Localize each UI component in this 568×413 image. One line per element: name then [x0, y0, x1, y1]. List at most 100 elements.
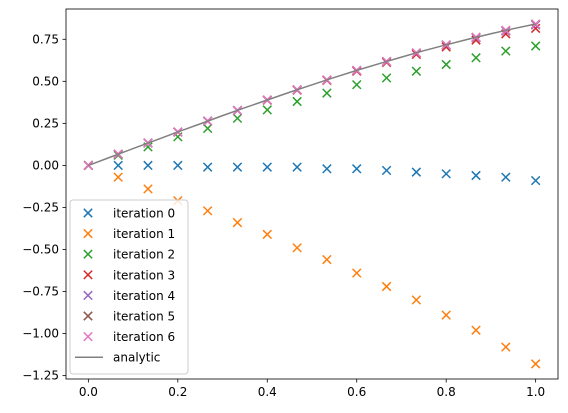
y-tick-label: −0.50 [22, 243, 59, 257]
marker-stroke [530, 23, 541, 34]
legend-item: iteration 2 [83, 248, 175, 262]
legend-box [69, 199, 189, 375]
scatter-point [292, 243, 302, 253]
legend-label: iteration 4 [113, 289, 175, 303]
series-iteration-2 [83, 41, 541, 171]
marker-stroke [501, 29, 511, 39]
marker-stroke [322, 254, 332, 265]
x-tick-label: 0.2 [168, 385, 187, 399]
marker-stroke [530, 41, 541, 51]
scatter-point [530, 23, 541, 34]
marker-stroke [262, 229, 273, 240]
analytic-line [88, 23, 536, 167]
legend-item: iteration 1 [83, 227, 175, 241]
scatter-point [501, 342, 511, 352]
series-iteration-5 [83, 19, 541, 171]
legend-marker [83, 331, 93, 342]
marker-stroke [322, 88, 332, 98]
marker-stroke [471, 325, 481, 335]
scatter-point [441, 169, 451, 179]
x-tick-label: 0.4 [258, 385, 277, 399]
scatter-point [530, 41, 541, 51]
y-tick-label: 0.75 [32, 32, 59, 46]
marker-stroke [173, 160, 183, 171]
marker-stroke [530, 175, 541, 186]
scatter-point [232, 217, 243, 228]
y-tick-label: 0.50 [32, 74, 59, 88]
marker-stroke [441, 310, 451, 320]
scatter-point [322, 88, 332, 98]
series-iteration-6 [83, 19, 541, 171]
marker-stroke [471, 53, 481, 63]
axis-layer: 0.0 0.2 0.4 0.6 0.8 1.0 0.75 0.50 0.25 0.00 −0.25 −… [22, 8, 559, 399]
marker-stroke [351, 268, 362, 278]
axes-frame [65, 8, 559, 380]
scatter-point [530, 175, 541, 186]
scatter-point [501, 46, 511, 56]
legend-label: iteration 3 [113, 268, 175, 282]
scatter-point [381, 73, 392, 83]
scatter-point [113, 160, 123, 171]
marker-stroke [232, 162, 243, 172]
legend-item: iteration 0 [83, 207, 175, 221]
marker-stroke [83, 290, 93, 301]
legend-label: iteration 2 [113, 248, 175, 262]
legend-marker [83, 270, 93, 280]
marker-stroke [232, 113, 243, 124]
scatter-point [351, 268, 362, 278]
x-tick-label: 0.0 [79, 385, 98, 399]
legend-marker [83, 208, 93, 218]
marker-stroke [83, 249, 93, 259]
marker-stroke [411, 295, 422, 305]
marker-stroke [501, 46, 511, 56]
legend-marker [83, 290, 93, 301]
marker-stroke [83, 228, 93, 239]
marker-stroke [202, 162, 213, 172]
scatter-point [441, 310, 451, 320]
marker-stroke [232, 217, 243, 228]
scatter-point [202, 123, 213, 134]
scatter-point [292, 96, 302, 107]
marker-stroke [143, 142, 153, 152]
marker-stroke [292, 162, 302, 172]
marker-stroke [441, 169, 451, 179]
scatter-point [143, 160, 153, 171]
marker-stroke [262, 162, 273, 172]
scatter-point [411, 167, 422, 177]
legend-label: iteration 5 [113, 310, 175, 324]
legend-item: analytic [75, 351, 160, 365]
scatter-point [262, 105, 273, 115]
legend-label: iteration 1 [113, 227, 175, 241]
scatter-point [411, 295, 422, 305]
legend-item: iteration 4 [83, 289, 175, 303]
scatter-point [202, 206, 213, 216]
scatter-point [322, 254, 332, 265]
scatter-point [173, 160, 183, 171]
marker-stroke [411, 66, 422, 76]
scatter-point [232, 113, 243, 124]
scatter-point [381, 281, 392, 292]
marker-stroke [351, 79, 362, 90]
series-iteration-3 [83, 23, 541, 171]
x-tick-label: 0.8 [437, 385, 456, 399]
marker-stroke [322, 164, 332, 174]
series-iteration-0 [83, 160, 541, 186]
marker-stroke [262, 105, 273, 115]
scatter-point [471, 325, 481, 335]
legend-label: iteration 6 [113, 330, 175, 344]
x-tick-label: 1.0 [526, 385, 545, 399]
marker-stroke [501, 342, 511, 352]
scatter-point [202, 162, 213, 172]
legend-marker [83, 311, 93, 321]
marker-stroke [351, 164, 362, 174]
scatter-point [441, 59, 451, 70]
scatter-point [501, 172, 511, 182]
y-tick-label: 0.00 [32, 158, 59, 172]
scatter-point [292, 162, 302, 172]
scatter-point [232, 162, 243, 172]
marker-stroke [471, 170, 481, 181]
scatter-point [411, 66, 422, 76]
legend-label: iteration 0 [113, 207, 175, 221]
plot-layer [83, 19, 541, 369]
